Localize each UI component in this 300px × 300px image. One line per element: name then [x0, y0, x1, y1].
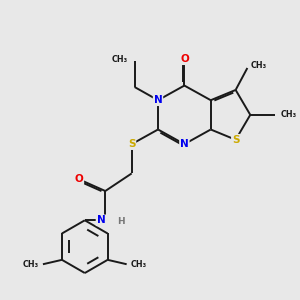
Text: S: S: [128, 139, 135, 149]
Text: O: O: [75, 174, 83, 184]
Text: N: N: [97, 215, 105, 225]
Text: CH₃: CH₃: [280, 110, 296, 119]
Text: H: H: [118, 217, 125, 226]
Text: CH₃: CH₃: [251, 61, 267, 70]
Text: CH₃: CH₃: [112, 55, 128, 64]
Text: N: N: [180, 139, 189, 149]
Text: N: N: [154, 95, 162, 105]
Text: CH₃: CH₃: [22, 260, 39, 269]
Text: S: S: [232, 135, 239, 145]
Text: O: O: [180, 54, 189, 64]
Text: CH₃: CH₃: [131, 260, 147, 269]
